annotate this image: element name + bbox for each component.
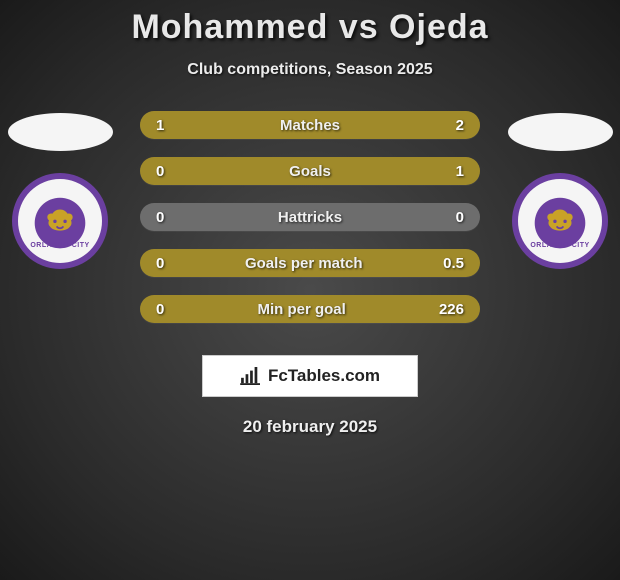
stat-label: Goals per match bbox=[245, 255, 363, 272]
stat-bar: 0 Hattricks 0 bbox=[140, 203, 480, 231]
stat-value-left: 0 bbox=[156, 209, 164, 226]
stat-bar: 0 Min per goal 226 bbox=[140, 295, 480, 323]
stat-bar: 0 Goals 1 bbox=[140, 157, 480, 185]
page-title: Mohammed vs Ojeda bbox=[0, 8, 620, 47]
bar-chart-icon bbox=[240, 367, 262, 385]
stat-value-left: 0 bbox=[156, 301, 164, 318]
stat-bar: 1 Matches 2 bbox=[140, 111, 480, 139]
player-left-club-badge: ORLANDO CITY bbox=[12, 173, 108, 269]
player-left-avatar bbox=[8, 113, 113, 151]
stat-value-right: 0 bbox=[456, 209, 464, 226]
player-right-column: ORLANDO CITY bbox=[500, 111, 620, 269]
stat-value-right: 226 bbox=[439, 301, 464, 318]
branding-text: FcTables.com bbox=[268, 366, 380, 386]
stat-value-left: 1 bbox=[156, 117, 164, 134]
stat-value-left: 0 bbox=[156, 255, 164, 272]
stat-value-right: 2 bbox=[456, 117, 464, 134]
stat-label: Matches bbox=[280, 117, 340, 134]
subtitle: Club competitions, Season 2025 bbox=[0, 61, 620, 79]
stat-value-left: 0 bbox=[156, 163, 164, 180]
comparison-body: ORLANDO CITY ORLANDO CITY 1 Matches 2 0 Goal… bbox=[0, 111, 620, 331]
club-name-left: ORLANDO CITY bbox=[18, 242, 102, 249]
stat-label: Min per goal bbox=[257, 301, 345, 318]
stat-label: Hattricks bbox=[278, 209, 342, 226]
stat-value-right: 0.5 bbox=[443, 255, 464, 272]
club-name-right: ORLANDO CITY bbox=[518, 242, 602, 249]
stat-bars: 1 Matches 2 0 Goals 1 0 Hattricks 0 0 Goals per ma… bbox=[140, 111, 480, 323]
stat-bar: 0 Goals per match 0.5 bbox=[140, 249, 480, 277]
stat-label: Goals bbox=[289, 163, 331, 180]
player-right-avatar bbox=[508, 113, 613, 151]
stat-value-right: 1 bbox=[456, 163, 464, 180]
player-right-club-badge: ORLANDO CITY bbox=[512, 173, 608, 269]
player-left-column: ORLANDO CITY bbox=[0, 111, 120, 269]
date-label: 20 february 2025 bbox=[0, 417, 620, 437]
branding-box[interactable]: FcTables.com bbox=[202, 355, 418, 397]
comparison-card: Mohammed vs Ojeda Club competitions, Sea… bbox=[0, 0, 620, 437]
